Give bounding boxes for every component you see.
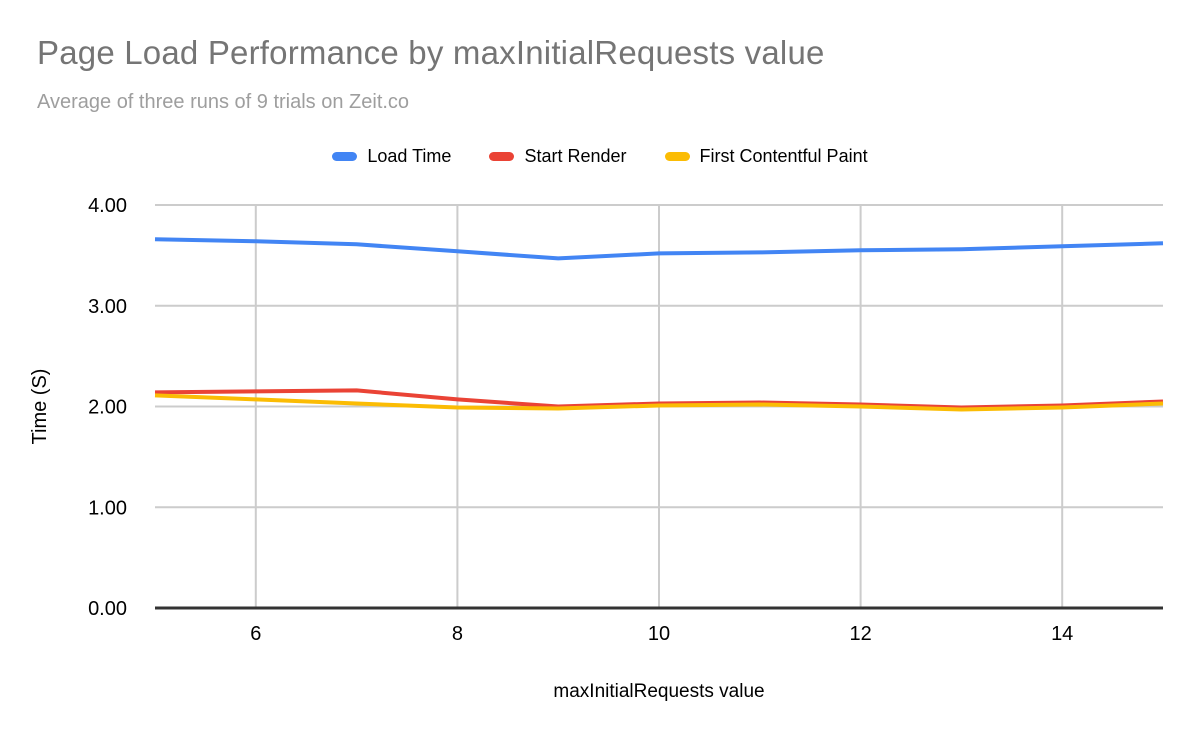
y-tick-label: 0.00 bbox=[88, 598, 127, 620]
chart-subtitle: Average of three runs of 9 trials on Zei… bbox=[37, 91, 410, 113]
first-contentful-paint-swatch-icon bbox=[664, 151, 690, 161]
y-tick-label: 1.00 bbox=[88, 497, 127, 519]
y-tick-label: 4.00 bbox=[88, 195, 127, 217]
series-line-first-contentful-paint bbox=[154, 393, 1164, 412]
legend-label-start-render: Start Render bbox=[524, 145, 627, 166]
chart-title: Page Load Performance by maxInitialReque… bbox=[37, 34, 825, 71]
start-render-swatch-icon bbox=[489, 151, 515, 161]
x-tick-label: 8 bbox=[452, 623, 463, 645]
x-axis-title: maxInitialRequests value bbox=[553, 681, 764, 702]
y-tick-label: 2.00 bbox=[88, 397, 127, 419]
x-tick-label: 12 bbox=[849, 623, 871, 645]
series-line-load-time bbox=[154, 237, 1164, 261]
y-tick-label: 3.00 bbox=[88, 296, 127, 318]
y-axis-title: Time (S) bbox=[29, 369, 51, 445]
load-time-swatch-icon bbox=[332, 151, 358, 161]
legend-item-load-time: Load Time bbox=[332, 146, 451, 167]
legend-item-first-contentful-paint: First Contentful Paint bbox=[664, 145, 868, 167]
x-tick-label: 10 bbox=[648, 623, 670, 645]
legend: Load Time Start Render First Contentful … bbox=[0, 143, 1200, 169]
x-tick-label: 14 bbox=[1051, 623, 1073, 645]
legend-item-start-render: Start Render bbox=[489, 145, 627, 167]
legend-label-load-time: Load Time bbox=[367, 145, 452, 166]
x-tick-label: 6 bbox=[250, 623, 261, 645]
legend-label-first-contentful-paint: First Contentful Paint bbox=[699, 145, 868, 166]
